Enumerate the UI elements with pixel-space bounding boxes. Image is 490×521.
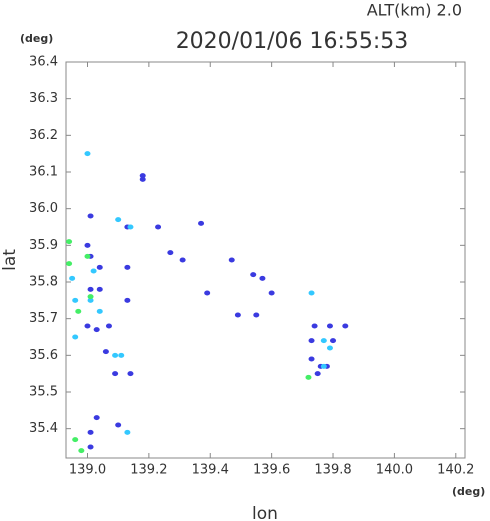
y-tick-label: 35.9 bbox=[29, 238, 58, 253]
echo-point bbox=[87, 429, 94, 435]
echo-point bbox=[305, 374, 312, 380]
plot-frame bbox=[65, 61, 466, 459]
echo-point bbox=[96, 286, 103, 292]
echo-point bbox=[78, 448, 85, 454]
echo-point bbox=[326, 345, 333, 351]
echo-point bbox=[112, 352, 119, 358]
echo-point bbox=[308, 356, 315, 362]
echo-point bbox=[314, 371, 321, 377]
echo-point bbox=[139, 173, 146, 179]
echo-point bbox=[118, 352, 125, 358]
y-tick-label: 35.4 bbox=[29, 421, 58, 436]
y-unit: (deg) bbox=[20, 32, 53, 45]
y-tick-label: 36.4 bbox=[29, 55, 58, 70]
echo-point bbox=[311, 323, 318, 329]
echo-point bbox=[308, 338, 315, 344]
echo-point bbox=[75, 308, 82, 314]
echo-point bbox=[72, 334, 79, 340]
echo-point bbox=[342, 323, 349, 329]
echo-point bbox=[268, 290, 275, 296]
echo-point bbox=[253, 312, 260, 318]
echo-point bbox=[124, 264, 131, 270]
echo-point bbox=[124, 297, 131, 303]
echo-point bbox=[72, 437, 79, 443]
echo-point bbox=[228, 257, 235, 263]
echo-point bbox=[90, 268, 97, 274]
echo-point bbox=[87, 444, 94, 450]
chart-title: 2020/01/06 16:55:53 bbox=[176, 29, 409, 54]
echo-point bbox=[259, 275, 266, 281]
x-tick-label: 139.6 bbox=[253, 463, 290, 478]
y-tick-label: 36.1 bbox=[29, 165, 58, 180]
echo-point bbox=[87, 297, 94, 303]
echo-point bbox=[127, 371, 134, 377]
echo-point bbox=[84, 151, 91, 157]
echo-point bbox=[326, 323, 333, 329]
echo-point bbox=[115, 422, 122, 428]
y-tick-label: 36.3 bbox=[29, 91, 58, 106]
echo-point bbox=[66, 239, 73, 245]
y-tick-label: 35.7 bbox=[29, 311, 58, 326]
echo-point bbox=[115, 217, 122, 223]
x-tick-label: 139.8 bbox=[314, 463, 351, 478]
x-axis-label: lon bbox=[252, 504, 278, 521]
x-tick-label: 140.2 bbox=[437, 463, 474, 478]
echo-point bbox=[124, 429, 131, 435]
echo-point bbox=[330, 338, 337, 344]
echo-point bbox=[308, 290, 315, 296]
echo-point bbox=[93, 327, 100, 333]
echo-point bbox=[87, 286, 94, 292]
echo-point bbox=[72, 297, 79, 303]
y-axis-label: lat bbox=[0, 249, 20, 271]
x-tick-label: 139.4 bbox=[192, 463, 229, 478]
y-tick-label: 35.8 bbox=[29, 275, 58, 290]
echo-point bbox=[167, 250, 174, 256]
y-tick-label: 36.0 bbox=[29, 201, 58, 216]
echo-point bbox=[320, 363, 327, 369]
x-tick-label: 139.2 bbox=[130, 463, 167, 478]
echo-point bbox=[179, 257, 186, 263]
echo-point bbox=[198, 220, 205, 226]
x-unit: (deg) bbox=[452, 485, 485, 498]
echo-point bbox=[93, 415, 100, 421]
x-tick-label: 139.0 bbox=[69, 463, 106, 478]
echo-point bbox=[84, 253, 91, 259]
echo-point bbox=[69, 275, 76, 281]
echo-point bbox=[204, 290, 211, 296]
echo-point bbox=[105, 323, 112, 329]
echo-point bbox=[112, 371, 119, 377]
echo-point bbox=[127, 224, 134, 230]
y-tick-label: 35.6 bbox=[29, 348, 58, 363]
echo-point bbox=[155, 224, 162, 230]
echo-point bbox=[102, 349, 109, 355]
echo-point bbox=[96, 264, 103, 270]
echo-point bbox=[87, 294, 94, 300]
y-tick-label: 35.5 bbox=[29, 385, 58, 400]
x-tick-label: 140.0 bbox=[376, 463, 413, 478]
echo-point bbox=[234, 312, 241, 318]
echo-point bbox=[96, 308, 103, 314]
echo-point bbox=[87, 213, 94, 219]
echo-point bbox=[139, 176, 146, 182]
y-tick-label: 36.2 bbox=[29, 128, 58, 143]
echo-point bbox=[84, 323, 91, 329]
altitude-label: ALT(km) 2.0 bbox=[367, 1, 462, 20]
echo-point bbox=[320, 338, 327, 344]
echo-point bbox=[84, 242, 91, 248]
echo-point bbox=[66, 261, 73, 267]
echo-point bbox=[250, 272, 257, 278]
